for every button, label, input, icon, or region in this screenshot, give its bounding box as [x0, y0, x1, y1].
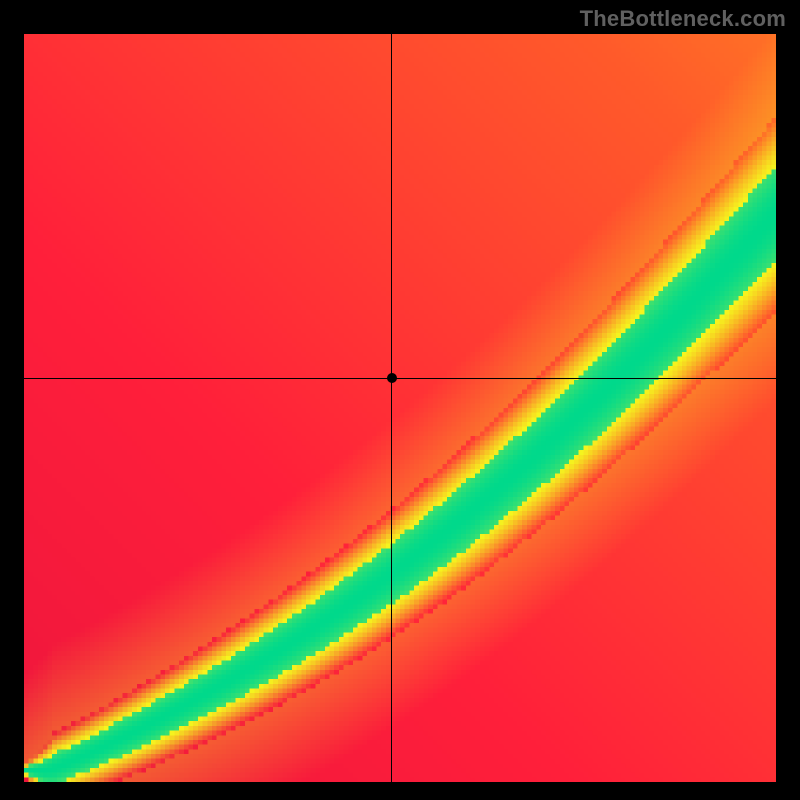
- crosshair-marker: [387, 373, 397, 383]
- chart-container: TheBottleneck.com: [0, 0, 800, 800]
- bottleneck-heatmap: [24, 34, 776, 782]
- watermark-text: TheBottleneck.com: [580, 6, 786, 32]
- crosshair-vertical: [391, 34, 392, 782]
- crosshair-horizontal: [24, 378, 776, 379]
